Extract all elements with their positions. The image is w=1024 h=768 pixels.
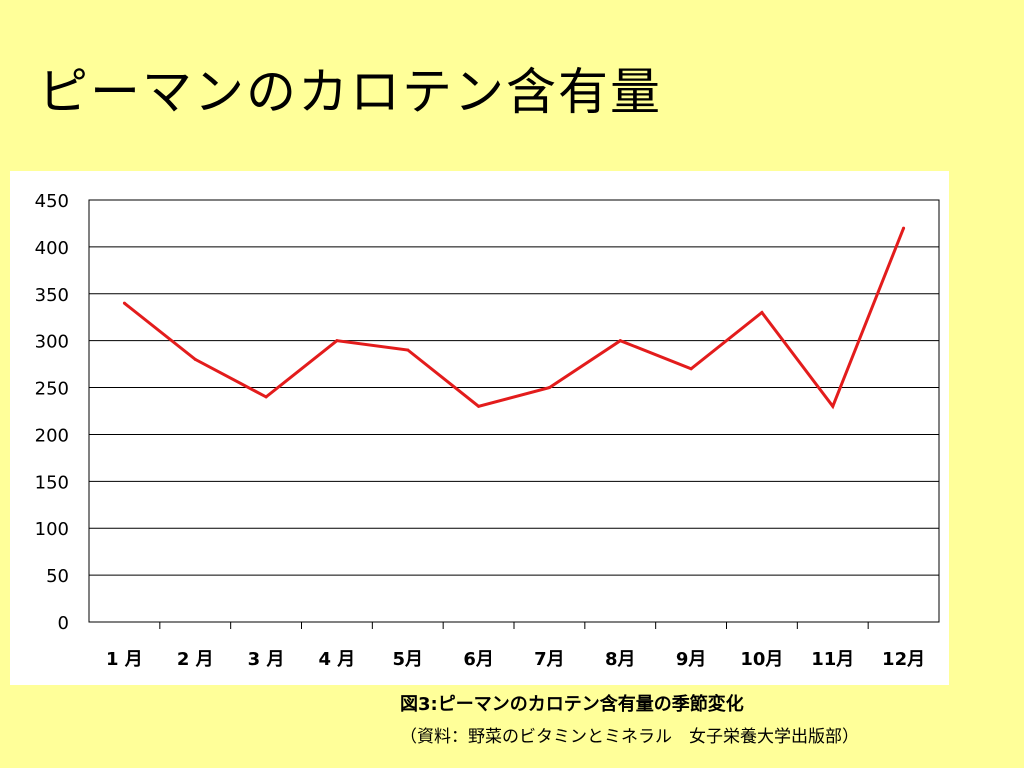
data-point [760,311,764,315]
caption-title: 図3:ピーマンのカロテン含有量の季節変化 [400,694,744,715]
x-tick-label: 9月 [676,649,707,670]
y-tick-label: 50 [46,566,69,587]
y-tick-label: 400 [35,238,69,259]
x-tick-label: 6月 [463,649,494,670]
data-point [264,395,268,399]
y-tick-label: 450 [35,191,69,212]
slide-title: ピーマンのカロテン含有量 [38,63,662,121]
data-point [122,301,126,305]
x-tick-label: 10月 [740,649,783,670]
figure-caption: 図3:ピーマンのカロテン含有量の季節変化 （資料：野菜のビタミンとミネラル 女子… [400,690,859,747]
x-tick-label: 5月 [392,649,423,670]
x-tick-label: 2 月 [177,649,214,670]
y-tick-label: 150 [35,472,69,493]
data-point [547,386,551,390]
plot-area [88,199,940,623]
y-tick-label: 100 [35,519,69,540]
x-tick-label: 12月 [882,649,925,670]
x-tick-label: 11月 [811,649,854,670]
data-point [477,404,481,408]
x-tick-label: 7月 [534,649,565,670]
data-point [406,348,410,352]
chart-panel: 0 50 100 150 200 250 300 350 400 450 1 月 2 月 3 月 4 月 5… [10,171,949,685]
y-tick-label: 0 [58,613,69,634]
y-tick-label: 200 [35,425,69,446]
x-tick-label: 8月 [605,649,636,670]
data-point [193,357,197,361]
caption-source: （資料：野菜のビタミンとミネラル 女子栄養大学出版部） [400,727,859,747]
data-point [831,404,835,408]
series-line [123,227,905,410]
line-chart: 0 50 100 150 200 250 300 350 400 450 1 月 2 月 3 月 4 月 5… [35,191,940,670]
data-point [335,339,339,343]
y-tick-label: 300 [35,332,69,353]
data-point [618,339,622,343]
x-tick-label: 4 月 [319,649,356,670]
data-point [689,367,693,371]
y-tick-label: 250 [35,379,69,400]
data-point [902,226,906,230]
x-tick-label: 1 月 [106,649,143,670]
x-tick-label: 3 月 [248,649,285,670]
y-tick-label: 350 [35,285,69,306]
